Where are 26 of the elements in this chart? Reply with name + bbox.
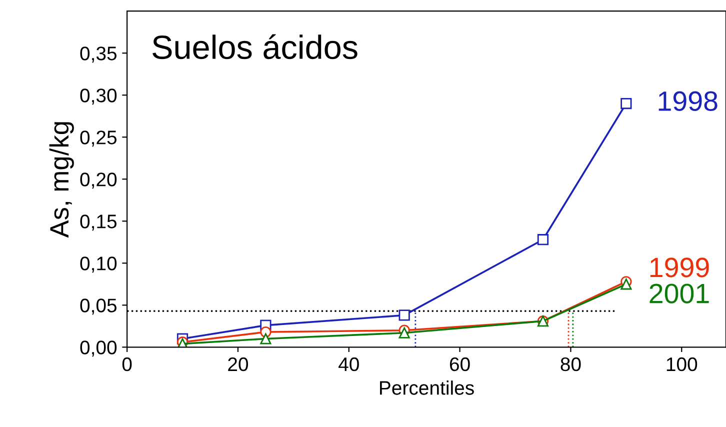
x-tick-label: 20 xyxy=(228,357,248,372)
y-axis-title: As, mg/kg xyxy=(49,122,74,238)
x-tick-label: 80 xyxy=(560,357,581,372)
point xyxy=(537,234,549,246)
x-tick-label: 40 xyxy=(338,357,359,372)
y-tick-label: 0,10 xyxy=(80,256,117,273)
text: Suelos ácidos xyxy=(152,34,358,60)
point xyxy=(620,278,632,290)
series-label: 1999 xyxy=(650,258,709,278)
point xyxy=(398,310,410,321)
y-tick-label: 0,00 xyxy=(80,340,117,357)
y-tick-label: 0,25 xyxy=(80,130,117,147)
x-tick-label: 100 xyxy=(666,357,698,372)
point xyxy=(260,333,272,344)
series-label: 2001 xyxy=(650,284,709,304)
y-tick-label: 0,35 xyxy=(80,46,117,63)
y-tick-label: 0,20 xyxy=(80,172,117,189)
x-axis-title: Percentiles xyxy=(380,380,474,395)
x-tick-label: 0 xyxy=(122,357,132,372)
y-tick-label: 0,15 xyxy=(80,214,117,231)
y-tick-label: 0,30 xyxy=(80,88,117,105)
point xyxy=(620,98,632,110)
series-label: 1998 xyxy=(658,91,718,111)
point xyxy=(398,327,410,338)
x-tick-label: 60 xyxy=(450,357,470,372)
y-tick-label: 0,05 xyxy=(80,298,117,315)
